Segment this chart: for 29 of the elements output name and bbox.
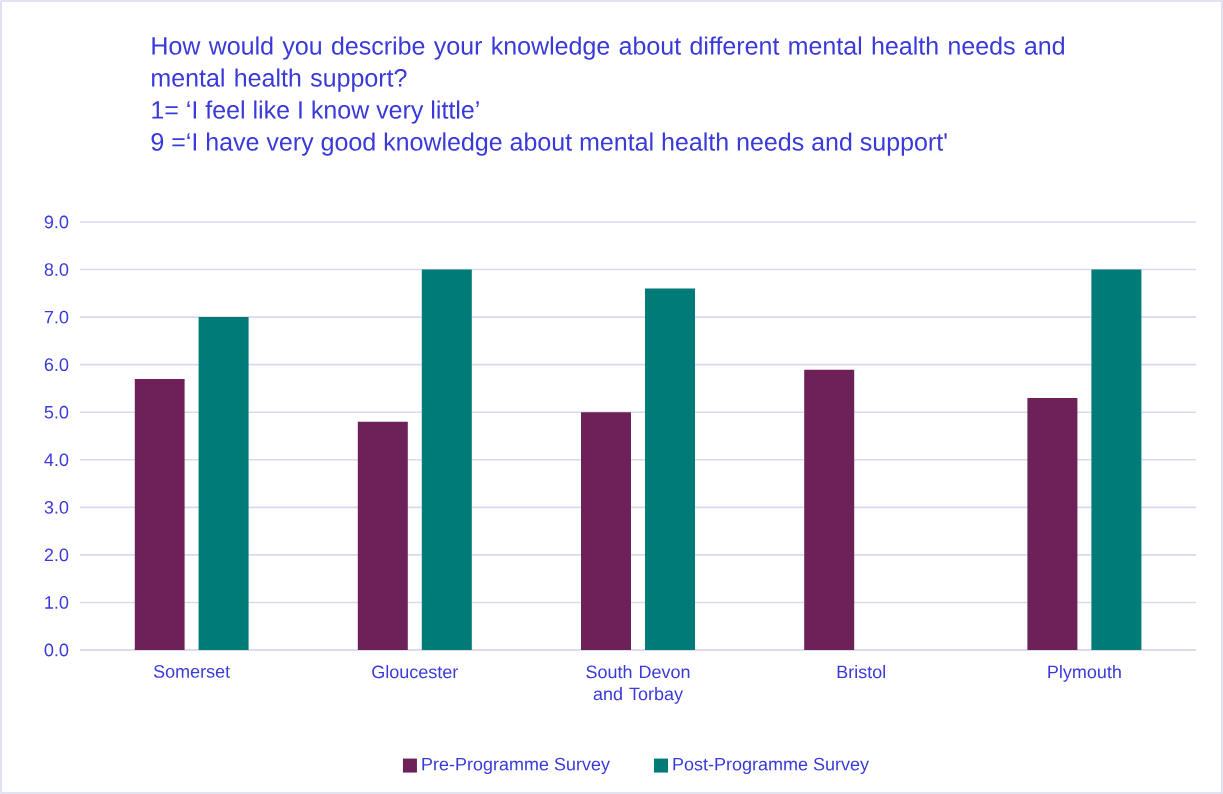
- legend-label: Post-Programme Survey: [673, 757, 869, 775]
- bar: [645, 288, 695, 650]
- y-tick-label: 6.0: [44, 358, 69, 372]
- y-tick-label: 8.0: [44, 263, 69, 276]
- x-tick-label: Gloucester: [372, 665, 459, 679]
- y-tick-label: 7.0: [44, 310, 69, 324]
- x-tick-label: Plymouth: [1048, 665, 1121, 682]
- y-tick-label: 1.0: [45, 596, 69, 609]
- bar: [134, 378, 185, 650]
- bar: [581, 412, 631, 650]
- bar: [198, 317, 249, 650]
- y-tick-label: 5.0: [44, 405, 69, 419]
- text: 1= ‘I feel like I know very little’: [152, 100, 479, 124]
- y-tick-label: 9.0: [44, 215, 69, 229]
- text: 9 =‘I have very good knowledge about mental health needs and support': [151, 132, 947, 156]
- y-tick-label: 3.0: [44, 500, 69, 514]
- x-tick-label: Somerset: [153, 665, 230, 678]
- bar: [1027, 397, 1078, 650]
- x-tick-label: South Devon and Torbay: [586, 665, 690, 704]
- bar: [1091, 269, 1142, 650]
- x-tick-label: Bristol: [837, 665, 885, 679]
- bar: [421, 269, 472, 650]
- legend-label: Pre-Programme Survey: [422, 757, 610, 775]
- chart-title: How would you describe your knowledge about different mental health needs and mental health support?: [152, 36, 1064, 92]
- bar: [804, 369, 855, 650]
- y-tick-label: 4.0: [44, 453, 69, 467]
- y-tick-label: 0.0: [44, 643, 69, 657]
- y-tick-label: 2.0: [44, 548, 69, 562]
- bar: [357, 421, 408, 650]
